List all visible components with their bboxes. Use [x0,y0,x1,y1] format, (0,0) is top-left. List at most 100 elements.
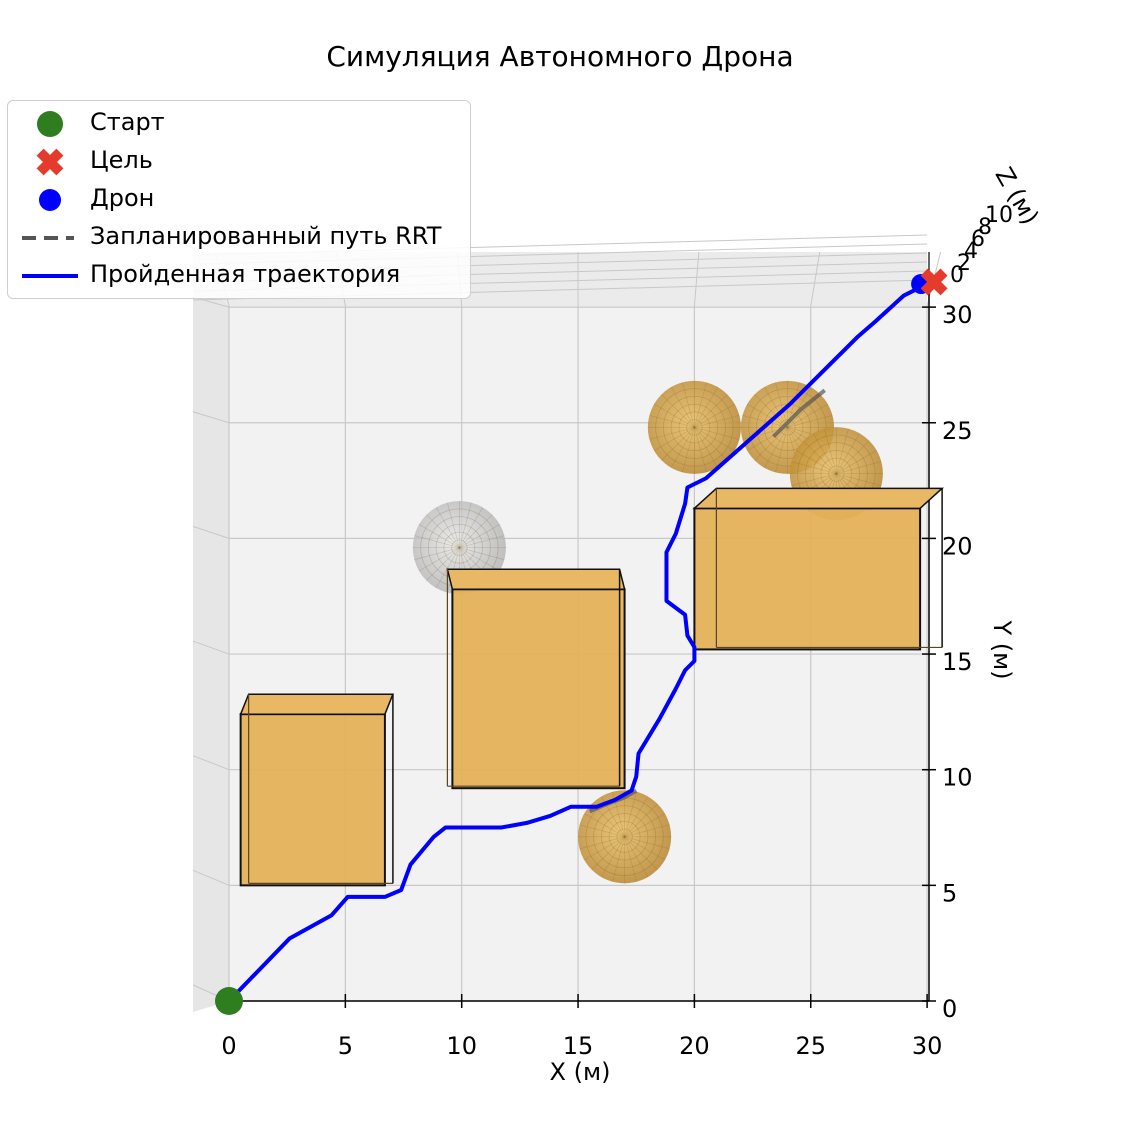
box-front-face [239,713,386,887]
sphere-body [647,380,741,474]
x-tick-label: 20 [679,1032,710,1060]
z-tick-label: 8 [978,215,992,240]
y-tick-label: 25 [942,417,973,445]
y-axis-label: Y (м) [988,619,1016,679]
box-front-face [451,588,626,790]
sphere-mesh-line [584,813,666,861]
y-axis-ticks: 0 5 10 15 20 25 30 [922,301,973,1023]
sphere-mesh-ring [779,419,796,436]
grid-line-y-side [192,411,230,424]
sphere-mesh-ring [771,411,804,444]
legend-label: Дрон [90,184,155,212]
legend-item-goal: Цель [8,143,468,179]
sphere-mesh-ring [756,395,819,459]
y-tick-label: 5 [942,879,957,907]
legend-item-trajectory: Пройденная траектория [8,257,468,293]
sphere-mesh-line [681,382,707,473]
sphere-mesh-line [661,394,728,461]
goal-marker [920,268,948,296]
sphere-mesh-line [791,461,882,487]
x-tick-label: 10 [446,1032,477,1060]
sphere-mesh-ring [662,395,726,459]
grid-line-y-side [192,869,230,886]
sphere-mesh-line [754,394,821,461]
sphere-mesh-ring [748,388,827,467]
grid-line-x-back [810,251,821,307]
legend-rrt-marker [22,236,74,240]
x-tick-label: 5 [338,1032,353,1060]
x-tick-label: 15 [563,1032,594,1060]
legend-item-rrt: Запланированный путь RRT [8,219,468,255]
sphere-mesh-line [612,791,638,882]
sphere-mesh-line [746,403,828,451]
sphere-mesh-ring [600,813,649,861]
sphere-mesh-line [414,535,505,561]
grid-line-x-back [693,251,700,307]
sphere-mesh-line [670,386,719,468]
box-top-face [692,487,945,510]
sphere-mesh-line [584,813,666,861]
sphere-mesh-line [791,461,882,487]
sphere-mesh-line [649,414,740,440]
goal-marker-bar [920,268,948,296]
markers [215,268,948,1015]
sphere-mesh-line [579,824,670,850]
box-front-face [693,507,922,651]
sphere-mesh-line [600,796,649,878]
obstacles [239,380,945,887]
sphere-mesh-line [435,507,483,589]
y-tick-label: 30 [942,301,973,329]
legend-item-start: Старт [8,105,468,141]
z-tick-label: 2 [957,251,971,276]
legend-label: Цель [90,146,153,174]
x-tick-label: 0 [221,1032,236,1060]
box-obstacle [239,693,395,887]
legend-trajectory-marker [22,274,78,278]
y-tick-label: 10 [942,764,973,792]
sphere-mesh-line [653,403,735,451]
legend-label: Старт [90,108,165,136]
sphere-mesh-ring [678,411,711,444]
sphere-mesh-line [414,535,505,561]
sphere-mesh-line [579,824,670,850]
x-tick-label: 30 [912,1032,943,1060]
y-tick-label: 20 [942,532,973,560]
legend-drone-marker [39,189,61,211]
trajectory-line [227,282,928,1003]
x-axis-ticks: 0 5 10 15 20 25 30 [221,994,942,1060]
rrt-path-segment [772,388,826,439]
sphere-mesh-ring [686,419,703,436]
x-tick-label: 25 [795,1032,826,1060]
sphere-mesh-ring [616,828,633,845]
grid-line-y-side [192,640,230,655]
sphere-mesh-line [591,803,658,870]
x-axis-label: X (м) [550,1058,611,1086]
box-top-face [446,568,626,591]
trajectories [227,282,928,1003]
sphere-mesh-line [649,414,740,440]
sphere-mesh-line [681,382,707,473]
y-tick-label: 0 [942,995,957,1023]
sphere-mesh-line [600,796,649,878]
grid-line-y-side [192,525,230,539]
left-pane [193,272,229,1012]
legend-item-drone: Дрон [8,181,468,217]
grid-line-y-side [192,755,230,771]
legend-start-marker [37,111,63,137]
sphere-mesh-line [418,524,500,572]
z-tick-label: 4 [964,239,978,264]
z-tick-label: 6 [971,227,985,252]
legend-label: Пройденная траектория [90,260,401,288]
sphere-mesh-ring [608,820,641,853]
start-marker [215,987,243,1015]
sphere-mesh-ring [593,805,657,869]
legend-goal-marker [36,148,64,176]
sphere-mesh-line [670,386,719,468]
z-tick-label: 10 [985,203,1013,228]
sphere-mesh-line [612,791,638,882]
sphere-obstacle [647,380,741,474]
sphere-mesh-line [661,394,728,461]
legend-label: Запланированный путь RRT [90,222,442,250]
sphere-mesh-line [418,524,500,572]
